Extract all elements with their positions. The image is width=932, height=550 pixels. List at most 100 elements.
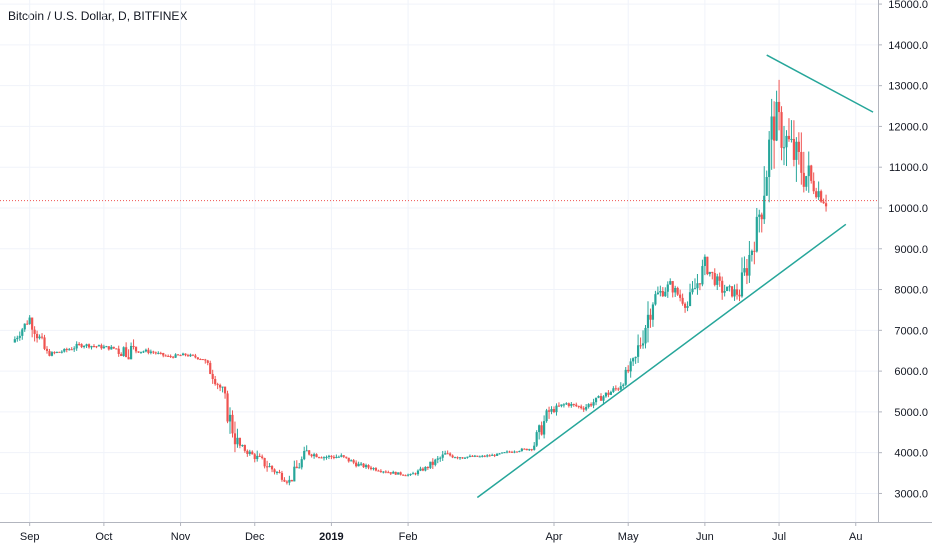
candle-body	[305, 450, 308, 452]
candle-body	[530, 449, 533, 451]
candle-body	[179, 355, 182, 357]
candle-body	[520, 448, 523, 452]
candle-body	[246, 450, 249, 454]
candle-body	[659, 290, 662, 293]
candle-body	[172, 356, 175, 358]
candle-body	[740, 272, 744, 297]
candle-body	[726, 286, 729, 291]
candle-body	[112, 346, 115, 349]
candle-body	[16, 337, 19, 340]
chart-title: Bitcoin / U.S. Dollar, D, BITFINEX	[8, 9, 188, 23]
candle-body	[446, 453, 449, 455]
candle-body	[429, 461, 432, 468]
candle-body	[641, 343, 645, 346]
x-tick-label: Apr	[545, 531, 562, 543]
candle-body	[619, 386, 622, 390]
candle-body	[110, 346, 113, 350]
candle-body	[730, 286, 734, 297]
candle-body	[463, 457, 467, 459]
candle-body	[488, 455, 491, 457]
candle-body	[199, 359, 202, 361]
candle-body	[374, 468, 378, 471]
x-tick-label: 2019	[319, 531, 343, 543]
candle-body	[567, 403, 570, 406]
candle-body	[701, 266, 704, 285]
candle-body	[196, 357, 199, 360]
candle-body	[545, 410, 548, 422]
y-tick-label: 3000.0	[894, 488, 928, 500]
candle-body	[313, 454, 316, 457]
candle-body	[758, 214, 761, 217]
candle-body	[797, 141, 800, 152]
candle-body	[55, 351, 58, 353]
candle-body	[478, 456, 481, 458]
candle-body	[162, 352, 165, 356]
candle-body	[340, 455, 343, 457]
y-tick-label: 15000.0	[888, 0, 928, 11]
candle-body	[773, 116, 776, 141]
x-tick-label: Dec	[245, 531, 265, 543]
candle-body	[164, 355, 167, 357]
candle-body	[387, 472, 390, 474]
candle-body	[683, 303, 687, 308]
time-axis[interactable]: Sep Oct Nov Dec 2019 Feb Apr May Jun Jul Au	[0, 522, 932, 543]
candle-body	[716, 276, 719, 285]
candle-body	[355, 462, 358, 467]
candle-body	[550, 409, 553, 412]
candle-body	[552, 409, 556, 413]
candle-body	[303, 450, 306, 460]
candle-body	[295, 466, 298, 469]
candle-body	[441, 454, 444, 458]
candle-body	[590, 404, 593, 406]
candle-body	[389, 472, 392, 474]
candle-body	[476, 455, 479, 457]
candle-body	[496, 453, 499, 456]
candle-body	[174, 354, 177, 358]
candle-body	[219, 384, 222, 388]
candle-body	[359, 463, 363, 465]
candle-body	[154, 352, 157, 354]
candle-body	[152, 351, 155, 353]
y-tick-label: 7000.0	[894, 325, 928, 337]
candle-body	[493, 454, 496, 456]
candle-body	[337, 456, 340, 458]
price-axis[interactable]: 3000.0 4000.0 5000.0 6000.0 7000.0 8000.0 9000…	[878, 0, 932, 550]
candle-body	[221, 386, 224, 388]
candle-body	[122, 347, 125, 357]
candle-body	[278, 471, 281, 473]
candle-body	[466, 456, 469, 458]
candle-body	[105, 346, 108, 348]
candle-body	[82, 345, 86, 348]
candle-body	[614, 388, 617, 390]
candle-body	[129, 345, 133, 360]
candle-body	[80, 344, 83, 348]
candle-body	[612, 388, 615, 392]
candle-body	[251, 451, 254, 455]
candle-body	[518, 451, 521, 453]
candle-body	[60, 351, 63, 353]
candle-body	[132, 345, 135, 347]
trendline[interactable]	[766, 54, 874, 113]
x-tick-label: May	[618, 531, 639, 543]
candle-body	[723, 290, 726, 293]
candle-body	[671, 281, 674, 293]
trendline[interactable]	[476, 223, 847, 499]
candle-body	[820, 191, 823, 202]
candle-body	[688, 292, 692, 307]
candle-body	[102, 346, 105, 349]
candle-body	[805, 176, 808, 187]
candle-body	[592, 402, 595, 406]
candle-body	[280, 472, 284, 480]
candle-body	[18, 335, 21, 338]
candle-body	[352, 460, 355, 463]
candle-body	[48, 350, 51, 356]
candle-body	[775, 101, 778, 141]
candle-body	[777, 101, 781, 113]
candle-body	[241, 445, 244, 447]
candle-body	[458, 457, 462, 459]
candle-body	[505, 451, 509, 453]
candle-body	[721, 280, 724, 293]
candle-body	[664, 291, 667, 297]
candle-body	[315, 454, 318, 458]
